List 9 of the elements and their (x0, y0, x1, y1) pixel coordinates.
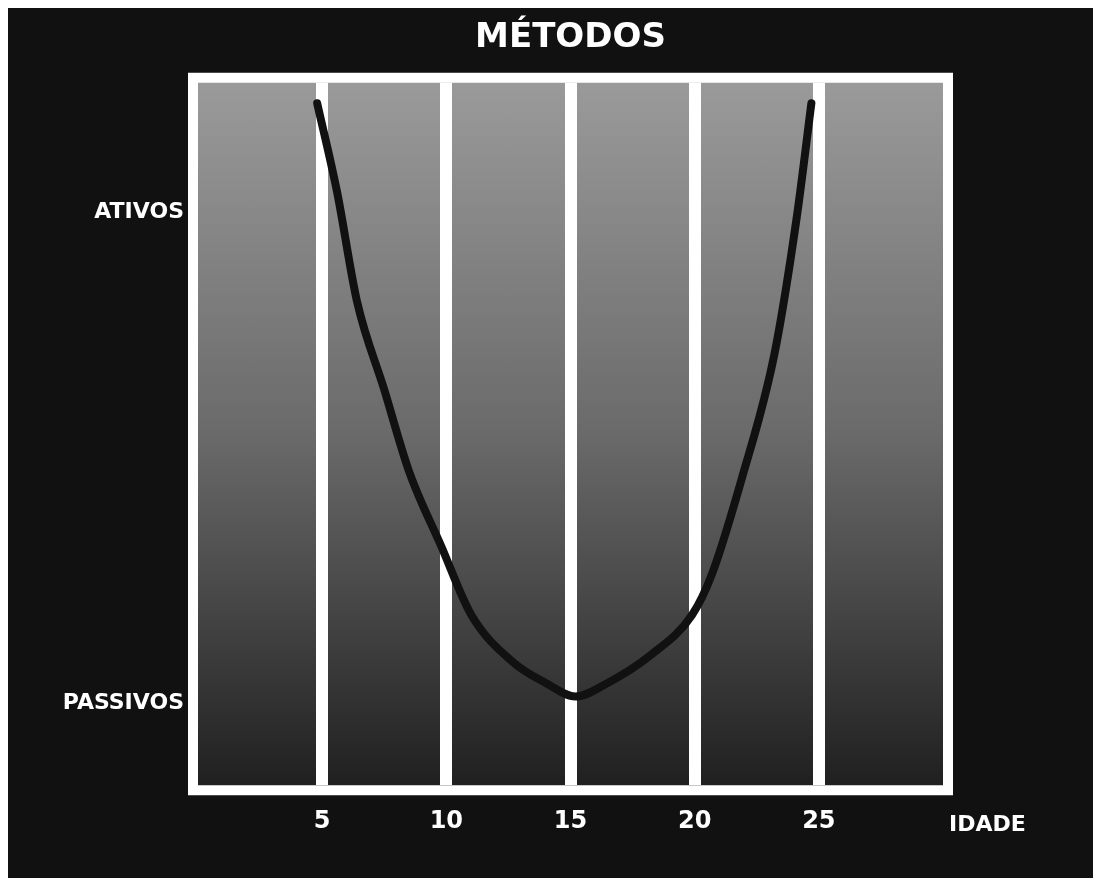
chart-title: MÉTODOS (475, 15, 666, 56)
text: ATIVOS (94, 198, 184, 224)
x-tick-label: 15 (553, 805, 588, 834)
x-tick-label: 5 (313, 805, 331, 834)
x-axis-title: IDADE (949, 810, 1026, 836)
x-tick-label: 10 (429, 805, 464, 834)
x-tick-label: 20 (677, 805, 712, 834)
text: PASSIVOS (62, 689, 184, 715)
x-tick-label: 25 (802, 805, 836, 834)
